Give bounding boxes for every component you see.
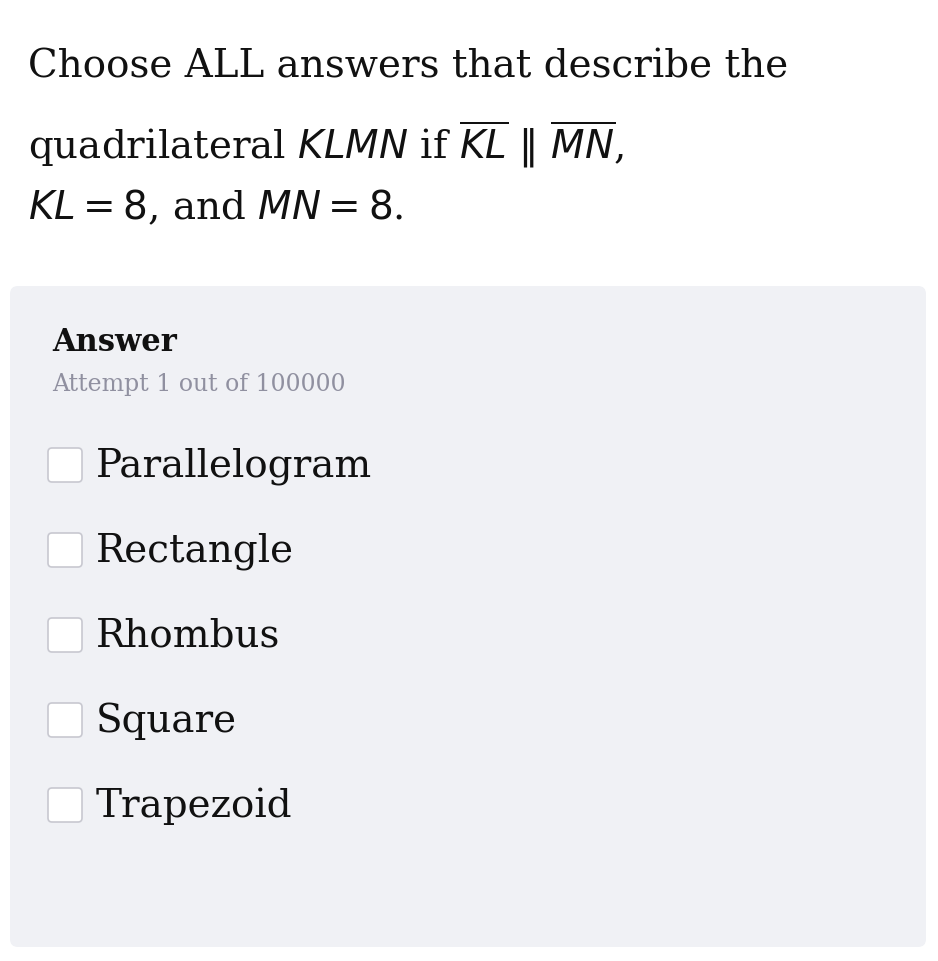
Text: $KL = 8$, and $MN = 8$.: $KL = 8$, and $MN = 8$. bbox=[28, 187, 403, 227]
Text: Rhombus: Rhombus bbox=[96, 617, 280, 653]
FancyBboxPatch shape bbox=[48, 703, 82, 737]
FancyBboxPatch shape bbox=[10, 286, 926, 947]
Text: Answer: Answer bbox=[52, 327, 177, 357]
Text: Choose ALL answers that describe the: Choose ALL answers that describe the bbox=[28, 48, 788, 85]
Text: Parallelogram: Parallelogram bbox=[96, 447, 372, 484]
Text: Attempt 1 out of 100000: Attempt 1 out of 100000 bbox=[52, 373, 345, 396]
Text: Rectangle: Rectangle bbox=[96, 531, 295, 569]
Text: Trapezoid: Trapezoid bbox=[96, 786, 293, 824]
FancyBboxPatch shape bbox=[48, 533, 82, 567]
Text: Square: Square bbox=[96, 702, 237, 739]
Text: quadrilateral $\mathit{KLMN}$ if $\overline{KL}\ \|\ \overline{MN}$,: quadrilateral $\mathit{KLMN}$ if $\overl… bbox=[28, 118, 624, 169]
FancyBboxPatch shape bbox=[48, 449, 82, 482]
FancyBboxPatch shape bbox=[48, 788, 82, 823]
FancyBboxPatch shape bbox=[48, 618, 82, 653]
